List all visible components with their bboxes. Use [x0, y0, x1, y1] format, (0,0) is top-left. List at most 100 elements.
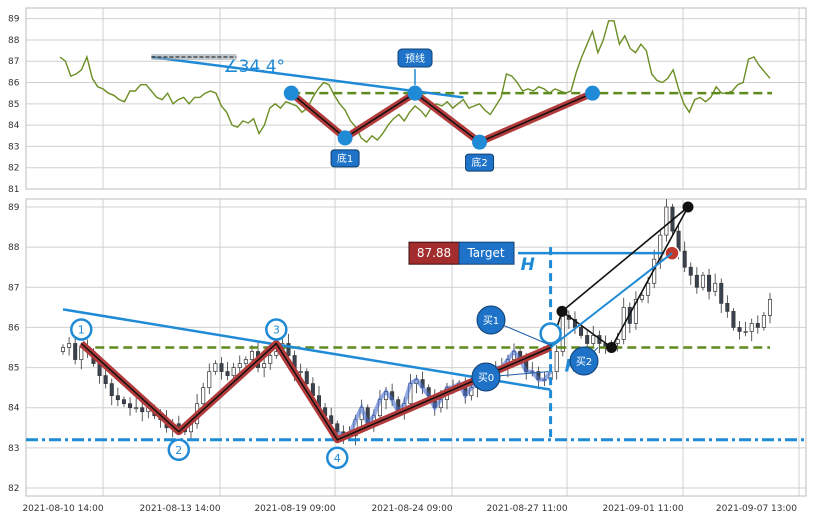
top-y-tick-label: 82 — [8, 164, 19, 174]
candle-body — [268, 355, 273, 364]
candle-body — [121, 399, 126, 405]
pattern-point-marker — [326, 446, 349, 470]
x-tick-label: 2021-08-27 11:00 — [486, 504, 567, 514]
candle-body — [682, 250, 687, 268]
top-y-axis: 81 82 83 84 85 86 87 88 89 — [8, 15, 20, 195]
top-grid — [26, 8, 806, 190]
bottom-y-axis: 82 83 84 85 86 87 88 89 — [8, 203, 20, 494]
candle-body — [737, 327, 742, 332]
buy-marker — [471, 362, 501, 392]
top-y-tick-label: 84 — [8, 121, 20, 131]
projection-line — [549, 252, 673, 349]
breakout-node — [682, 201, 694, 213]
candle-body — [304, 371, 309, 384]
candle-body — [749, 323, 754, 332]
target-label-pill — [458, 241, 515, 265]
candle-body — [286, 343, 291, 356]
candle-body — [713, 282, 718, 292]
candle-body — [243, 359, 248, 364]
top-pattern-node — [472, 134, 488, 150]
candle-body — [755, 323, 760, 328]
candle-body — [60, 347, 66, 352]
candle-body — [694, 274, 699, 288]
candle-body — [140, 407, 145, 413]
bottom-y-tick-label: 83 — [8, 444, 19, 454]
bottom-y-tick-label: 88 — [8, 243, 20, 253]
candle-body — [731, 311, 736, 328]
candle-body — [639, 294, 645, 300]
buy-marker — [569, 346, 599, 376]
pattern-point-label: 1 — [78, 323, 85, 336]
x-tick-label: 2021-09-01 11:00 — [602, 504, 683, 514]
candle-body — [743, 331, 748, 333]
candle-body — [115, 395, 120, 401]
candle-body — [585, 335, 590, 344]
top-series-line — [59, 20, 771, 144]
candle-body — [591, 335, 596, 344]
breakout-path-2 — [561, 206, 689, 312]
target-value: 87.88 — [417, 246, 451, 260]
top-y-tick-label: 89 — [8, 15, 20, 25]
bottom-panel-frame — [25, 198, 807, 497]
pattern-point-marker — [539, 322, 562, 345]
candle-body — [646, 282, 651, 296]
pattern-point-label: 4 — [334, 452, 341, 465]
candle-body — [237, 363, 242, 368]
top-pattern-node — [283, 85, 299, 101]
candle-body — [688, 266, 693, 276]
top-pattern-node — [585, 85, 600, 101]
candle-body — [664, 206, 669, 236]
top-y-tick-label: 87 — [8, 57, 19, 67]
bottom-y-tick-label: 89 — [8, 203, 20, 213]
bottom-y-tick-label: 87 — [8, 283, 19, 293]
candle-body — [707, 274, 712, 292]
height-label: H — [521, 255, 535, 275]
x-tick-label: 2021-08-19 09:00 — [254, 504, 335, 514]
candle-body — [109, 383, 114, 397]
pattern-point-label: 2 — [175, 444, 182, 457]
bottom-y-tick-label: 84 — [8, 404, 20, 414]
pattern-point-marker — [70, 318, 93, 341]
candle-body — [335, 423, 340, 433]
breakout-node — [556, 305, 568, 317]
forecast-pill — [397, 48, 433, 68]
pattern-point-marker — [167, 438, 191, 462]
forecast-label: 预线 — [405, 52, 425, 65]
candle-body — [633, 298, 638, 324]
bottom-label-pill — [465, 153, 495, 172]
candle-body — [719, 282, 724, 304]
candle-body — [128, 403, 133, 409]
pattern-point-marker — [265, 318, 288, 341]
bottom-y-tick-label: 82 — [8, 484, 19, 494]
bottom-trend-line — [62, 308, 551, 391]
bottom-y-tick-label: 85 — [8, 364, 19, 374]
candle-body — [579, 327, 584, 336]
buy-marker-label: 买1 — [483, 315, 499, 327]
candle-body — [262, 363, 267, 368]
x-tick-label: 2021-08-10 14:00 — [22, 504, 103, 514]
buy-marker — [476, 305, 506, 335]
top-y-tick-label: 85 — [8, 100, 19, 110]
top-y-tick-label: 86 — [8, 79, 20, 89]
pattern-point-label: 3 — [273, 323, 280, 336]
candle-body — [725, 303, 730, 312]
bottom-pattern-core — [80, 342, 551, 441]
candle-body — [274, 351, 279, 356]
x-tick-label: 2021-08-24 09:00 — [371, 504, 452, 514]
x-tick-label: 2021-08-13 14:00 — [139, 504, 220, 514]
candle-body — [767, 298, 773, 316]
bottom-label-pill — [330, 149, 360, 168]
candle-body — [67, 343, 72, 348]
breakout-node — [606, 342, 618, 353]
top-panel-frame — [25, 7, 807, 190]
candle-body — [615, 339, 620, 344]
candle-body — [73, 343, 78, 360]
candle-body — [213, 363, 218, 372]
top-y-tick-label: 83 — [8, 142, 19, 152]
